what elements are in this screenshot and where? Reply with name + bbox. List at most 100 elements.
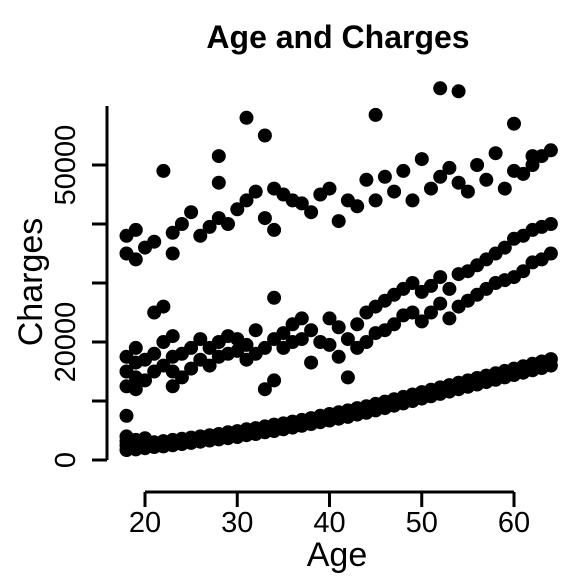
data-point xyxy=(211,175,226,190)
data-point xyxy=(165,379,180,394)
data-point xyxy=(340,370,355,385)
data-point xyxy=(165,246,180,261)
data-point xyxy=(239,193,254,208)
data-point xyxy=(165,329,180,344)
data-point xyxy=(294,332,309,347)
data-point xyxy=(331,349,346,364)
data-point xyxy=(128,340,143,355)
data-point xyxy=(202,219,217,234)
x-axis-ticks: 20 30 40 50 60 xyxy=(129,492,530,539)
data-point xyxy=(516,166,531,181)
data-point xyxy=(257,340,272,355)
data-point xyxy=(267,290,282,305)
data-point xyxy=(184,361,199,376)
data-point xyxy=(147,234,162,249)
data-point xyxy=(497,240,512,255)
data-point xyxy=(405,193,420,208)
x-tick-label: 20 xyxy=(129,507,161,539)
data-point xyxy=(128,382,143,397)
data-point xyxy=(248,184,263,199)
data-point xyxy=(331,320,346,335)
data-point xyxy=(156,299,171,314)
data-point xyxy=(304,355,319,370)
data-point xyxy=(543,143,558,158)
data-point xyxy=(304,205,319,220)
data-point xyxy=(193,332,208,347)
y-tick-label: 0 xyxy=(50,452,82,468)
y-axis-label: Charges xyxy=(12,218,50,347)
data-point xyxy=(239,337,254,352)
data-point xyxy=(516,264,531,279)
data-point xyxy=(350,317,365,332)
data-point xyxy=(322,181,337,196)
data-point xyxy=(525,149,540,164)
data-point xyxy=(433,270,448,285)
data-point xyxy=(433,81,448,96)
x-tick-label: 60 xyxy=(498,507,530,539)
x-tick-label: 30 xyxy=(221,507,253,539)
data-point xyxy=(174,217,189,231)
data-point xyxy=(128,252,143,267)
y-axis-ticks: 0 20000 50000 xyxy=(50,125,107,468)
data-point xyxy=(414,314,429,329)
data-point xyxy=(156,163,171,178)
data-point xyxy=(470,158,485,172)
data-point xyxy=(387,184,402,199)
data-point xyxy=(405,276,420,290)
data-point xyxy=(368,107,383,122)
data-point xyxy=(451,84,466,99)
data-point xyxy=(248,323,263,338)
data-point xyxy=(497,181,512,196)
data-point xyxy=(350,199,365,214)
data-point xyxy=(211,149,226,164)
data-point xyxy=(340,332,355,347)
data-point xyxy=(138,373,152,388)
data-point xyxy=(488,146,503,161)
x-tick-label: 40 xyxy=(313,507,345,539)
data-point xyxy=(433,296,448,311)
data-point xyxy=(368,193,383,208)
y-tick-label: 20000 xyxy=(50,302,82,383)
data-point xyxy=(424,181,438,196)
data-point xyxy=(442,281,457,296)
data-point xyxy=(543,217,558,231)
data-point xyxy=(414,152,429,167)
data-point xyxy=(424,278,438,293)
data-point xyxy=(184,340,199,355)
data-point xyxy=(239,110,254,125)
data-point xyxy=(331,214,346,229)
data-point xyxy=(267,222,282,237)
data-point xyxy=(451,175,466,190)
data-point xyxy=(257,382,272,397)
data-point xyxy=(396,163,411,178)
data-point xyxy=(147,346,162,361)
data-point xyxy=(543,352,558,367)
data-point xyxy=(424,305,438,320)
data-point xyxy=(479,172,494,187)
data-point xyxy=(193,228,208,243)
data-point xyxy=(322,311,337,326)
chart-title: Age and Charges xyxy=(206,19,469,55)
data-point xyxy=(257,128,272,143)
data-point xyxy=(128,222,143,237)
x-axis-label: Age xyxy=(307,536,368,574)
data-point xyxy=(433,169,448,184)
data-point xyxy=(543,246,558,261)
data-points xyxy=(119,81,558,457)
data-point xyxy=(359,172,374,187)
data-point xyxy=(294,196,309,211)
data-point xyxy=(119,408,134,423)
data-point xyxy=(304,323,319,338)
data-point xyxy=(377,169,392,184)
data-point xyxy=(221,217,235,231)
data-point xyxy=(460,184,475,199)
data-point xyxy=(257,211,272,226)
x-tick-label: 50 xyxy=(406,507,438,539)
data-point xyxy=(230,202,245,217)
y-tick-label: 50000 xyxy=(50,125,82,206)
data-point xyxy=(119,364,134,379)
data-point xyxy=(387,317,402,332)
data-point xyxy=(442,311,457,326)
data-point xyxy=(276,326,291,341)
